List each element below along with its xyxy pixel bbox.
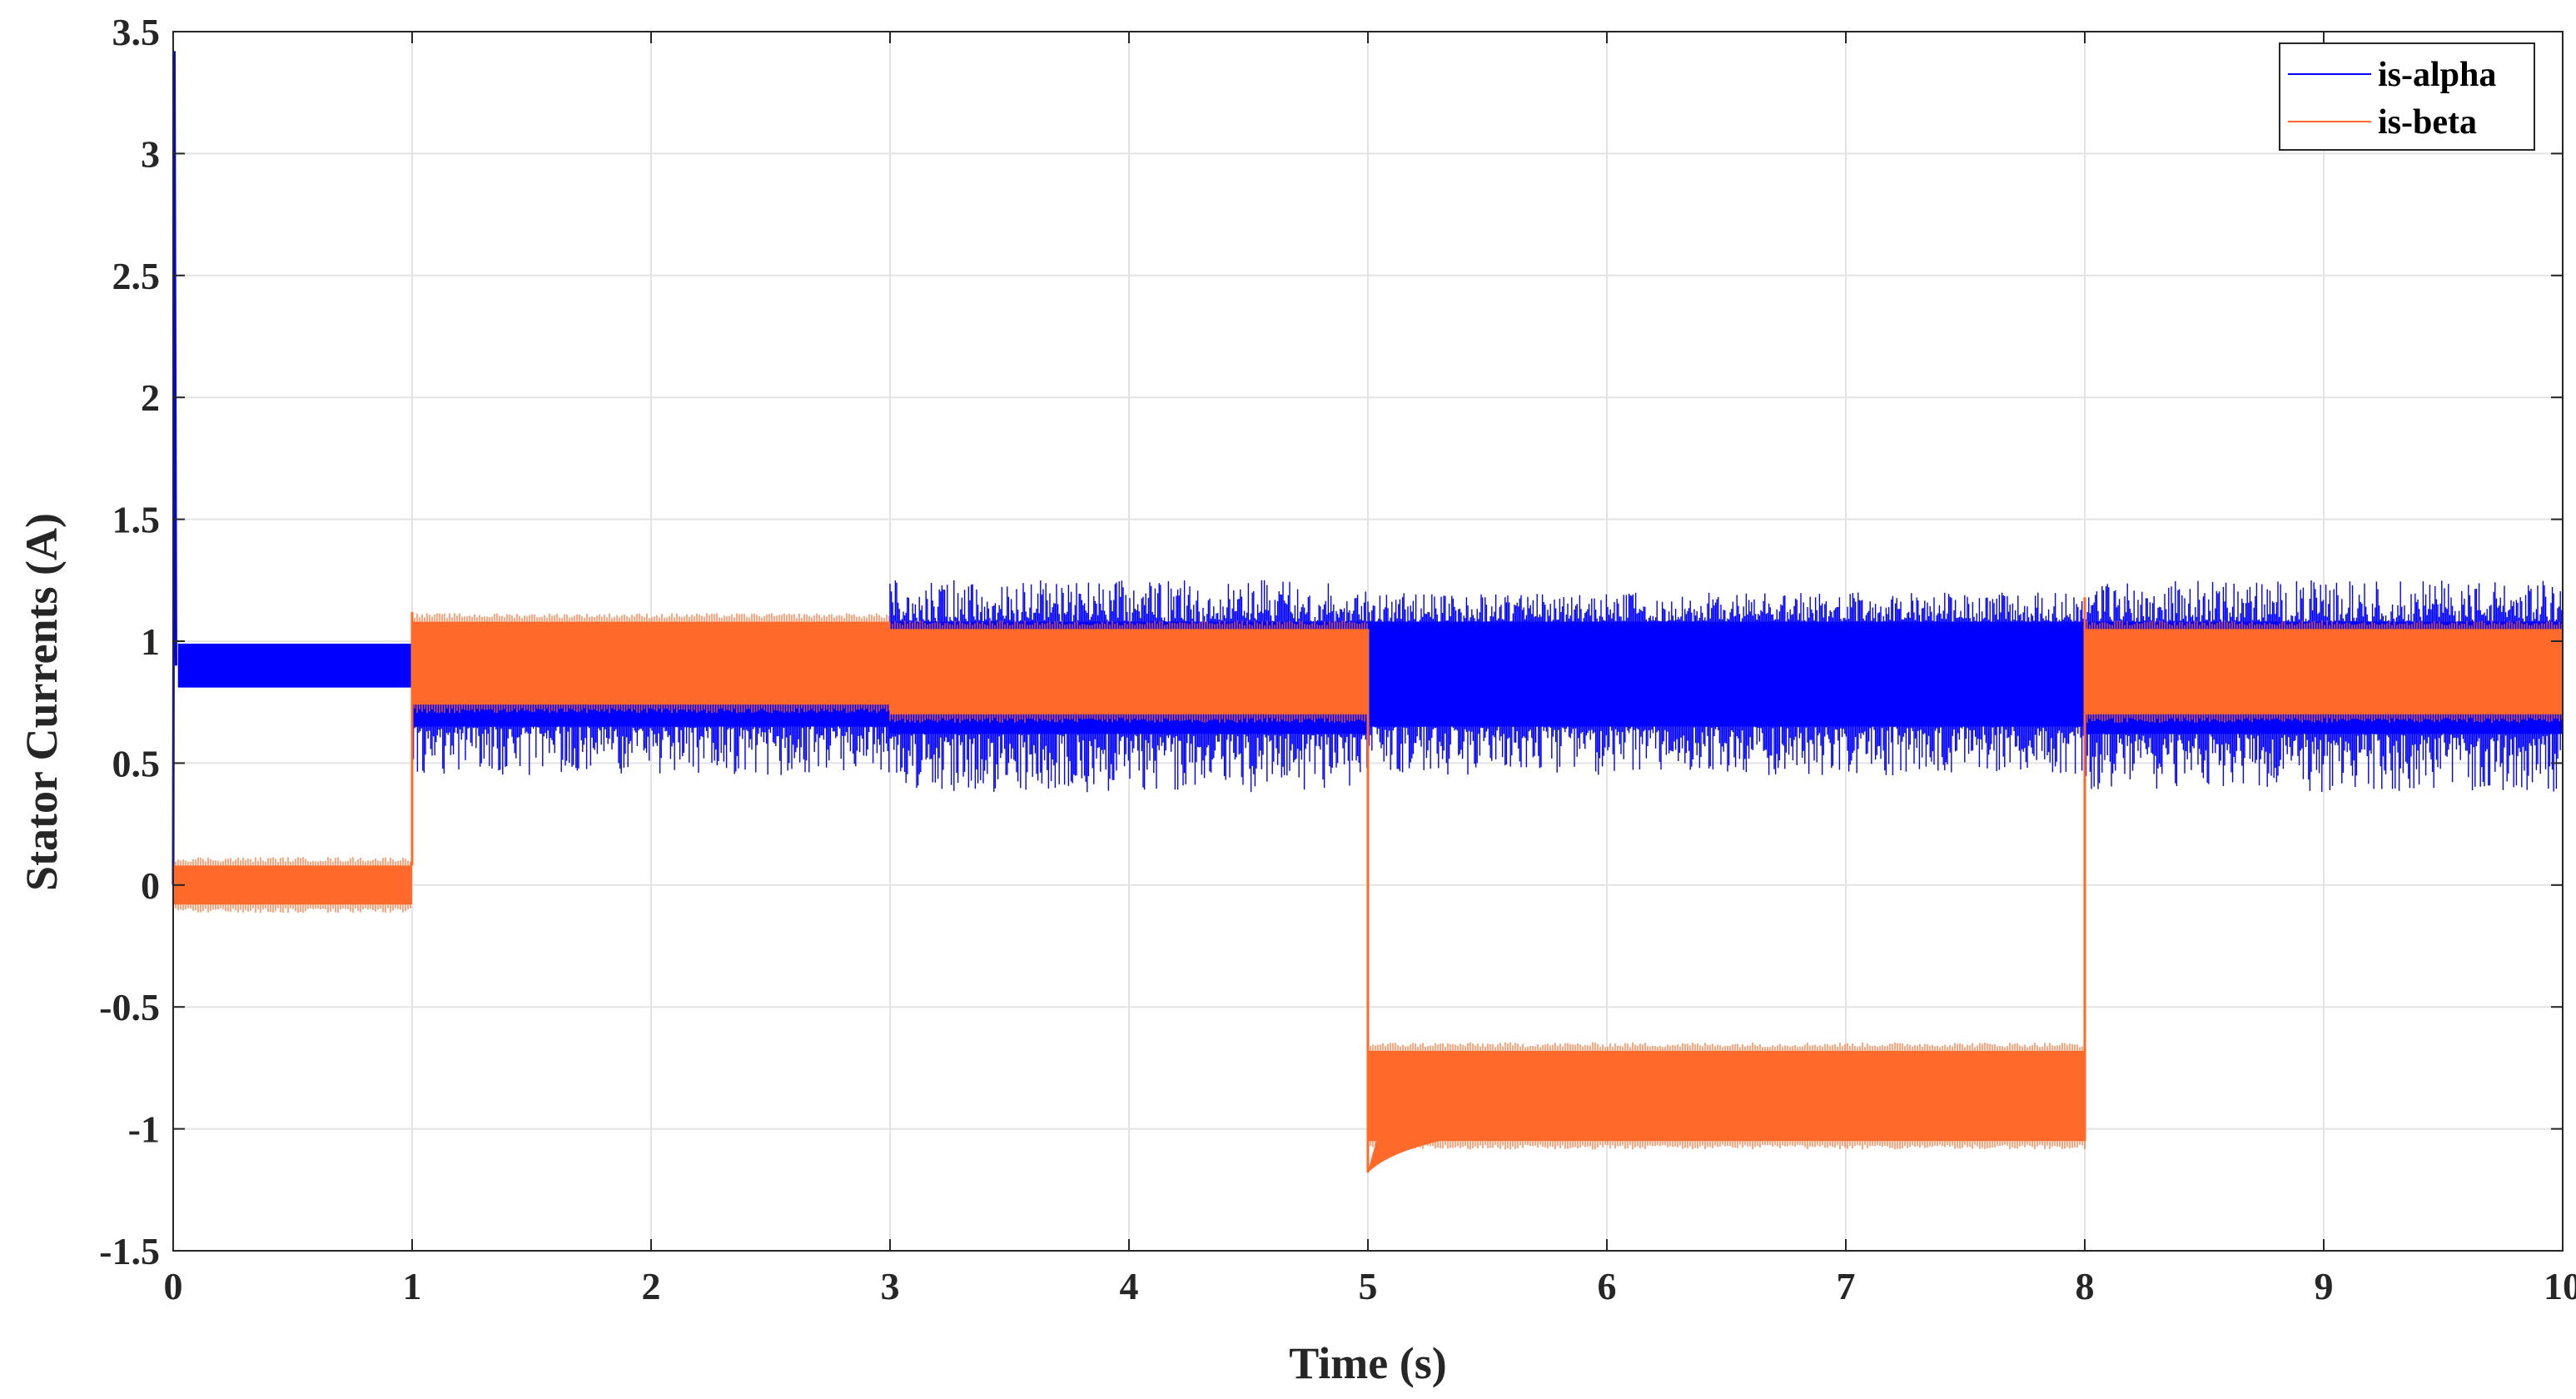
x-tick-label: 6 (1598, 1265, 1617, 1307)
y-tick-label: 1.5 (112, 499, 161, 541)
y-tick-label: 2.5 (112, 255, 161, 297)
y-tick-label: -0.5 (99, 986, 160, 1028)
x-tick-label: 0 (164, 1265, 183, 1307)
x-tick-label: 2 (642, 1265, 661, 1307)
y-tick-label: -1 (128, 1108, 160, 1151)
y-tick-label: 0.5 (112, 742, 161, 784)
is-beta-band (890, 629, 1368, 714)
tick-labels: 0 1 2 3 4 5 6 7 8 9 10 3.5 3 2.5 2 1.5 1 0.5 0 -0.5 -1 -1.5 (99, 11, 2576, 1307)
series-is-beta (172, 597, 2563, 1173)
x-axis-label: Time (s) (1289, 1338, 1446, 1388)
y-tick-label: 3.5 (112, 11, 161, 53)
is-beta-band (412, 621, 890, 705)
is-beta-noise (889, 620, 1368, 723)
is-alpha-noise (1367, 592, 2086, 775)
legend: is-alpha is-beta (2279, 42, 2535, 151)
x-tick-label: 1 (403, 1265, 422, 1307)
y-tick-label: 1 (141, 620, 160, 663)
y-tick-label: 2 (141, 376, 160, 419)
is-beta-overshoot (1368, 1055, 1440, 1173)
y-tick-label: 0 (141, 864, 160, 907)
x-tick-label: 4 (1120, 1265, 1139, 1307)
x-tick-label: 7 (1837, 1265, 1856, 1307)
series-layer (172, 51, 2563, 1173)
is-beta-band (2085, 629, 2563, 714)
y-tick-label: -1.5 (99, 1230, 160, 1272)
y-axis-label: Stator Currents (A) (17, 513, 67, 891)
legend-label-alpha: is-alpha (2378, 56, 2496, 94)
x-tick-label: 9 (2315, 1265, 2334, 1307)
ticks (172, 31, 2564, 1252)
legend-label-beta: is-beta (2378, 103, 2477, 142)
y-tick-label: 3 (141, 132, 160, 175)
x-tick-label: 5 (1359, 1265, 1378, 1307)
x-tick-label: 3 (881, 1265, 900, 1307)
is-alpha-band (177, 643, 413, 688)
x-tick-label: 10 (2544, 1265, 2576, 1307)
x-tick-label: 8 (2076, 1265, 2095, 1307)
legend-box (2279, 42, 2535, 151)
